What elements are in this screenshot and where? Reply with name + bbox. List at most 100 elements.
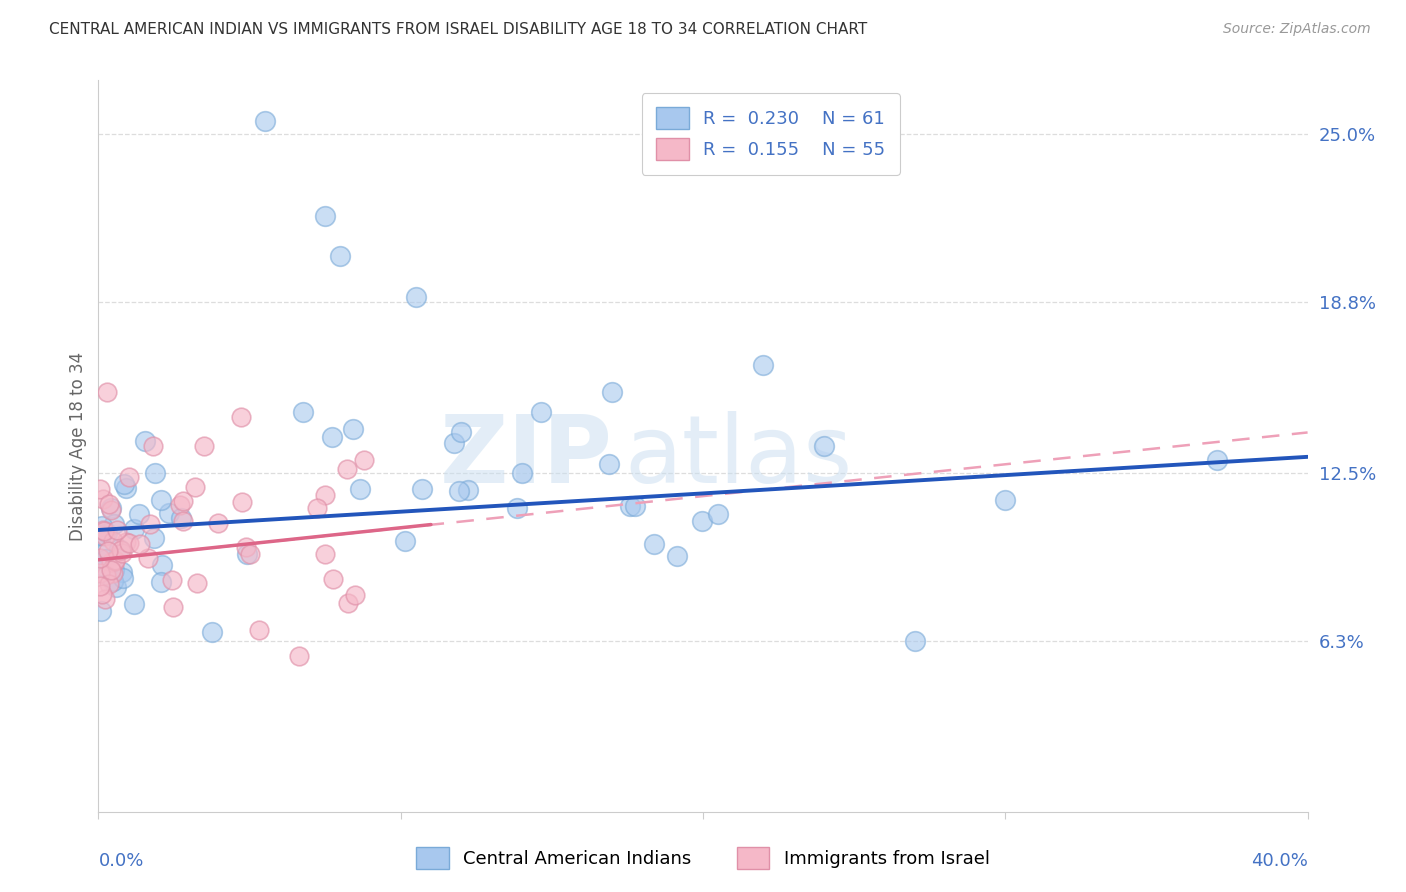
Point (904, 634, 927, 648)
Text: 40.0%: 40.0% (1251, 852, 1308, 870)
Point (443, 436, 465, 450)
Y-axis label: Disability Age 18 to 34: Disability Age 18 to 34 (69, 351, 87, 541)
Point (94, 551, 117, 566)
Point (329, 249, 352, 263)
Point (149, 493, 172, 508)
Point (162, 599, 184, 614)
Point (110, 542, 132, 557)
Text: Source: ZipAtlas.com: Source: ZipAtlas.com (1223, 22, 1371, 37)
Point (450, 425, 472, 440)
Point (229, 409, 252, 424)
Point (321, 430, 343, 444)
Point (122, 523, 145, 537)
Text: CENTRAL AMERICAN INDIAN VS IMMIGRANTS FROM ISRAEL DISABILITY AGE 18 TO 34 CORREL: CENTRAL AMERICAN INDIAN VS IMMIGRANTS FR… (49, 22, 868, 37)
Point (1206, 452, 1229, 467)
Point (90, 519, 112, 533)
Point (236, 547, 259, 561)
Point (142, 531, 165, 545)
Point (103, 563, 125, 577)
Point (449, 484, 471, 499)
Legend: R =  0.230    N = 61, R =  0.155    N = 55: R = 0.230 N = 61, R = 0.155 N = 55 (641, 93, 900, 175)
Point (91, 523, 114, 537)
Point (103, 554, 125, 568)
Point (411, 482, 433, 496)
Point (457, 483, 479, 498)
Point (231, 494, 253, 508)
Point (111, 565, 134, 579)
Point (249, 623, 271, 637)
Point (602, 384, 624, 399)
Point (100, 555, 122, 569)
Point (139, 516, 162, 531)
Point (134, 434, 156, 449)
Point (314, 547, 336, 561)
Point (94, 591, 117, 606)
Point (94, 546, 117, 560)
Text: 0.0%: 0.0% (98, 852, 143, 870)
Point (752, 358, 775, 372)
Point (111, 546, 134, 560)
Point (100, 563, 122, 577)
Point (112, 571, 135, 585)
Point (336, 462, 359, 476)
Point (337, 596, 360, 610)
Point (96, 526, 118, 541)
Point (707, 507, 730, 521)
Point (510, 466, 533, 480)
Point (115, 535, 138, 549)
Point (100, 503, 122, 517)
Point (89, 566, 111, 580)
Point (94, 529, 117, 543)
Point (129, 537, 152, 551)
Point (322, 572, 344, 586)
Point (305, 500, 328, 515)
Point (118, 535, 141, 549)
Point (235, 540, 257, 554)
Point (90, 527, 112, 541)
Point (105, 580, 128, 594)
Point (288, 648, 311, 663)
Point (169, 510, 191, 524)
Point (128, 507, 150, 521)
Point (97, 544, 120, 558)
Point (101, 566, 124, 581)
Point (813, 439, 835, 453)
Point (145, 466, 167, 480)
Legend: Central American Indians, Immigrants from Israel: Central American Indians, Immigrants fro… (408, 838, 998, 879)
Point (105, 523, 128, 537)
Point (93, 524, 115, 539)
Point (150, 558, 173, 572)
Point (101, 533, 124, 548)
Point (529, 404, 551, 418)
Point (291, 405, 314, 419)
Point (100, 500, 122, 515)
Point (150, 574, 173, 589)
Point (994, 493, 1017, 508)
Text: ZIP: ZIP (440, 411, 613, 503)
Point (97, 576, 120, 591)
Point (598, 457, 620, 471)
Point (89, 550, 111, 565)
Point (201, 624, 224, 639)
Point (118, 469, 141, 483)
Point (89, 579, 111, 593)
Point (96, 384, 118, 399)
Point (692, 514, 714, 528)
Point (162, 573, 184, 587)
Point (112, 477, 135, 491)
Point (122, 597, 145, 611)
Point (353, 453, 375, 467)
Point (93, 491, 115, 506)
Point (207, 516, 229, 530)
Point (239, 547, 262, 561)
Point (91, 587, 114, 601)
Point (314, 488, 336, 502)
Point (349, 483, 371, 497)
Point (394, 534, 416, 549)
Point (186, 575, 208, 590)
Point (108, 541, 131, 556)
Point (142, 439, 165, 453)
Point (169, 498, 191, 512)
Point (643, 537, 665, 551)
Point (103, 574, 125, 588)
